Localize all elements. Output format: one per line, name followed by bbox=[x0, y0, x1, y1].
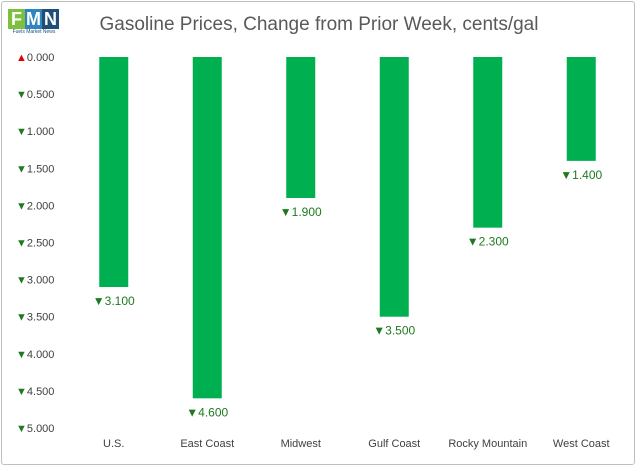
data-label: ▼1.400 bbox=[560, 168, 602, 182]
data-label: ▼3.500 bbox=[373, 324, 415, 338]
y-tick-label: ▼1.000 bbox=[16, 126, 54, 138]
y-tick-label: ▼5.000 bbox=[16, 423, 54, 435]
y-tick-label: ▼2.000 bbox=[16, 200, 54, 212]
bar bbox=[566, 57, 596, 161]
y-tick-label: ▼4.000 bbox=[16, 349, 54, 361]
logo-letter-n: N bbox=[42, 9, 59, 29]
category-labels: U.S. East Coast Midwest Gulf Coast Rocky Mou… bbox=[103, 438, 610, 450]
y-tick-label: ▼2.500 bbox=[16, 238, 54, 250]
category-label: Gulf Coast bbox=[368, 438, 420, 450]
bars bbox=[99, 57, 596, 399]
category-label: Midwest bbox=[281, 438, 321, 450]
y-tick-label: ▼3.000 bbox=[16, 275, 54, 287]
chart-title: Gasoline Prices, Change from Prior Week,… bbox=[99, 14, 539, 35]
data-labels: ▼3.100 ▼4.600 ▼1.900 ▼3.500 ▼2.300 ▼1.400 bbox=[93, 168, 603, 419]
data-label: ▼1.900 bbox=[280, 205, 322, 219]
logo-subtitle: Fuels Market News bbox=[12, 29, 56, 35]
logo-letter-f: F bbox=[8, 9, 25, 29]
bar bbox=[99, 57, 129, 288]
data-label: ▼3.100 bbox=[93, 294, 135, 308]
y-tick-label: ▼1.500 bbox=[16, 163, 54, 175]
y-tick-label: ▼0.500 bbox=[16, 89, 54, 101]
bar bbox=[379, 57, 409, 317]
data-label: ▼2.300 bbox=[467, 235, 509, 249]
y-tick-label: ▼3.500 bbox=[16, 312, 54, 324]
y-axis-ticks: ▲0.000 ▼0.500 ▼1.000 ▼1.500 ▼2.000 ▼2.500 ▼3.0… bbox=[16, 52, 54, 435]
category-label: West Coast bbox=[553, 438, 610, 450]
data-label: ▼4.600 bbox=[186, 405, 228, 419]
logo-letter-m: M bbox=[25, 9, 42, 29]
category-label: Rocky Mountain bbox=[448, 438, 527, 450]
category-label: U.S. bbox=[103, 438, 124, 450]
bar bbox=[286, 57, 316, 198]
y-tick-label: ▲0.000 bbox=[16, 52, 54, 64]
bar bbox=[473, 57, 503, 228]
y-tick-label: ▼4.500 bbox=[16, 386, 54, 398]
category-label: East Coast bbox=[180, 438, 234, 450]
bar bbox=[192, 57, 222, 399]
